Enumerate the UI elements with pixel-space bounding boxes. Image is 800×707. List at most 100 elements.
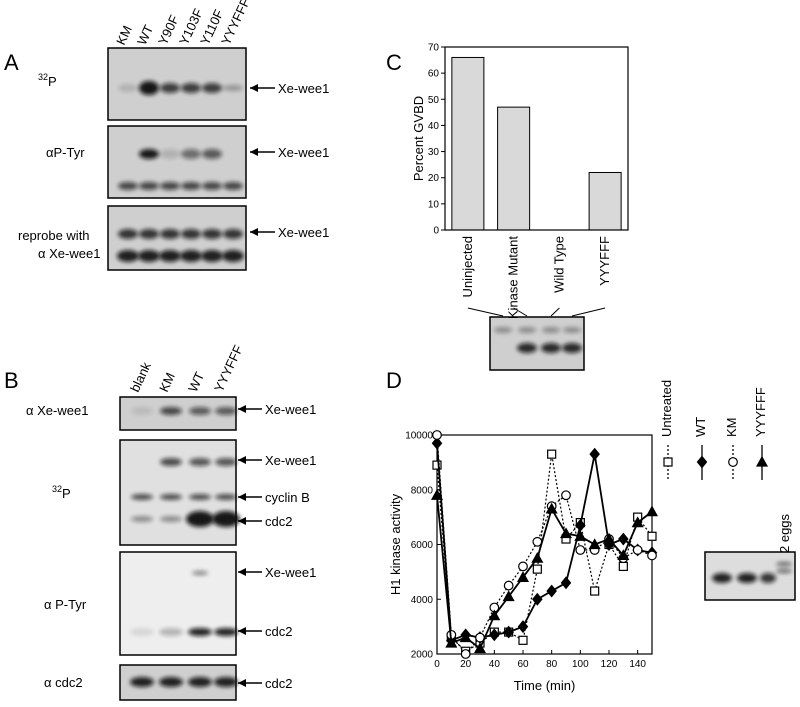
band <box>542 327 560 333</box>
data-point <box>518 635 528 645</box>
arrow-label: Xe-wee1 <box>265 402 316 417</box>
arrow-label: Xe-wee1 <box>265 453 316 468</box>
y-tick-label: 60 <box>428 69 440 80</box>
lane-label: YYYFFF <box>218 0 253 47</box>
data-point <box>532 592 543 606</box>
band <box>139 182 159 190</box>
x-tick-label: 120 <box>601 659 618 670</box>
connector <box>467 307 504 317</box>
data-point <box>546 584 557 598</box>
connector <box>550 307 560 317</box>
band <box>189 458 211 466</box>
band <box>223 229 243 239</box>
lane-label: blank <box>127 359 154 394</box>
band <box>188 677 212 687</box>
y-tick-label: 10000 <box>405 431 433 442</box>
y-tick-label: 70 <box>428 43 440 54</box>
band <box>181 182 201 190</box>
legend-marker <box>696 455 708 469</box>
data-point <box>589 447 600 461</box>
arrow-label: Xe-wee1 <box>278 145 329 160</box>
band <box>118 84 138 92</box>
data-point <box>575 545 586 555</box>
y-tick-label: 8000 <box>411 485 434 496</box>
arrow-head <box>238 517 246 525</box>
x-tick-label: 40 <box>489 659 501 670</box>
x-tick-label: Wild Type <box>551 236 566 293</box>
data-point <box>516 571 530 582</box>
band <box>180 250 202 262</box>
x-tick-label: 20 <box>460 659 472 670</box>
data-point <box>503 580 514 591</box>
superscript: 32 <box>52 484 62 494</box>
y-tick-label: 0 <box>433 226 439 237</box>
band <box>202 229 222 239</box>
row-label: α P-Tyr <box>44 597 87 612</box>
band <box>776 569 792 573</box>
band <box>188 628 212 636</box>
data-point <box>459 631 472 643</box>
legend-marker <box>728 457 738 467</box>
band <box>563 327 581 333</box>
data-point <box>602 532 616 544</box>
band <box>159 677 183 687</box>
row-label: 32P <box>52 484 71 501</box>
blot <box>119 439 237 546</box>
data-point <box>560 576 572 590</box>
arrow-head <box>238 679 246 687</box>
band <box>215 494 237 500</box>
arrow-head <box>238 456 246 464</box>
band <box>776 562 792 566</box>
data-point <box>503 625 514 639</box>
band <box>223 85 243 91</box>
blot <box>107 47 247 121</box>
y-tick-label: 50 <box>428 95 440 106</box>
data-point <box>488 609 501 621</box>
arrow-head <box>238 568 246 576</box>
label: P <box>62 486 71 501</box>
row-label: reprobe with <box>18 228 90 243</box>
y-tick-label: 40 <box>428 121 440 132</box>
legend-marker <box>663 457 673 467</box>
bar <box>451 56 485 231</box>
data-point <box>518 561 528 572</box>
data-point <box>632 545 643 555</box>
series-line <box>436 495 653 650</box>
band <box>189 407 211 415</box>
band <box>139 81 159 95</box>
y-tick-label: 20 <box>428 173 440 184</box>
data-point <box>647 531 657 541</box>
x-tick-label: Kinase Mutant <box>506 236 521 319</box>
series-line <box>436 434 653 655</box>
x-tick-label: Uninjected <box>460 236 475 297</box>
data-point <box>618 561 628 572</box>
band <box>186 511 214 527</box>
blot <box>119 551 237 656</box>
band <box>202 83 222 93</box>
band <box>130 628 154 636</box>
band <box>494 327 512 333</box>
band <box>181 83 201 93</box>
band <box>737 573 757 583</box>
arrow-label: Xe-wee1 <box>265 565 316 580</box>
x-tick-label: 80 <box>546 659 558 670</box>
data-point <box>517 620 529 634</box>
arrow-label: Xe-wee1 <box>278 225 329 240</box>
y-tick-label: 2000 <box>411 650 434 661</box>
band <box>139 229 159 239</box>
series-line <box>436 443 653 642</box>
band <box>160 458 182 466</box>
arrow-head <box>250 148 258 156</box>
band <box>160 182 180 190</box>
band <box>160 407 182 415</box>
data-point <box>590 586 600 596</box>
band <box>223 182 243 190</box>
row-label: 32P <box>38 72 57 89</box>
band <box>131 494 153 500</box>
data-point <box>473 642 487 654</box>
band <box>222 250 244 262</box>
lane-label: KM <box>113 23 135 47</box>
legend-label: YYYFFF <box>753 387 768 437</box>
band <box>131 407 153 415</box>
arrow-head <box>250 84 258 92</box>
